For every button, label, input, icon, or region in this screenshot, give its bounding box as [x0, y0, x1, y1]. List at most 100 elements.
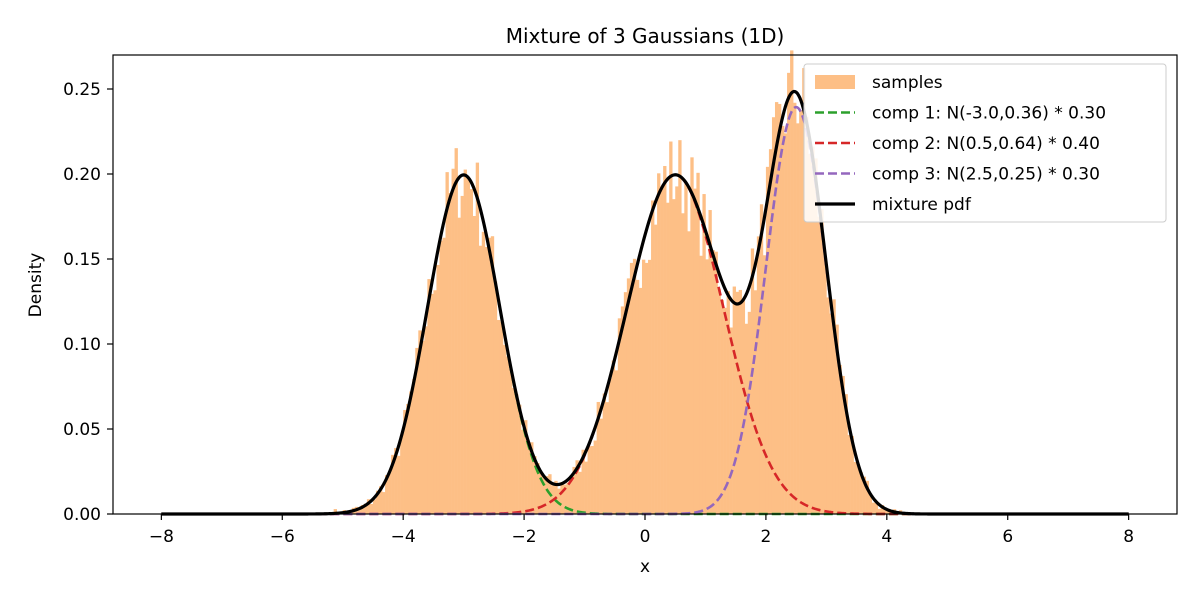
histogram-bar [436, 264, 440, 514]
y-tick-label: 0.10 [63, 335, 101, 355]
histogram-bar [493, 281, 498, 514]
histogram-bar [787, 72, 791, 514]
histogram-bar [856, 464, 860, 514]
histogram-bar [868, 493, 873, 514]
histogram-bar [635, 279, 640, 514]
histogram-bar [596, 401, 600, 514]
histogram-bar [400, 434, 404, 514]
histogram-bar [569, 478, 573, 514]
histogram-bar [781, 125, 785, 514]
histogram-bar [442, 237, 446, 514]
histogram-bar [566, 482, 570, 514]
histogram-bar [560, 482, 564, 514]
y-tick-label: 0.25 [63, 80, 101, 100]
histogram-bar [572, 466, 576, 514]
histogram-bar [357, 508, 362, 514]
histogram-bar [481, 231, 486, 515]
histogram-bar [796, 123, 800, 514]
histogram-bar [590, 446, 594, 514]
histogram-bar [563, 484, 567, 514]
histogram-bar [587, 446, 591, 514]
histogram-bar [539, 471, 543, 514]
y-tick-label: 0.00 [63, 505, 101, 525]
histogram-bar [651, 200, 655, 514]
histogram-bar [648, 259, 652, 514]
histogram-bar [602, 393, 607, 514]
histogram-bar [799, 110, 803, 514]
histogram-bar [421, 340, 425, 514]
histogram-bar [669, 141, 673, 514]
histogram-bar [530, 442, 534, 514]
histogram-bar [496, 320, 501, 514]
histogram-bar [363, 503, 368, 514]
histogram-bar [756, 236, 761, 514]
histogram-bar [599, 418, 603, 514]
histogram-bar [632, 258, 637, 514]
histogram-bar [702, 194, 706, 514]
histogram-bar [406, 404, 410, 514]
x-axis-label: x [640, 557, 650, 577]
x-tick-label: 0 [640, 527, 651, 547]
histogram-bar [521, 429, 525, 514]
legend-swatch-samples [815, 75, 855, 89]
histogram-bar [829, 313, 833, 514]
legend: samples comp 1: N(-3.0,0.36) * 0.30 comp 2… [803, 63, 1167, 223]
histogram-bar [397, 455, 401, 514]
histogram-bar [557, 488, 561, 514]
histogram-bar [711, 250, 715, 514]
x-tick-label: −4 [391, 527, 416, 547]
histogram-bar [611, 360, 616, 514]
chart-title: Mixture of 3 Gaussians (1D) [506, 24, 785, 48]
histogram-bar [366, 499, 371, 514]
histogram-bar [505, 356, 510, 514]
histogram-bar [617, 318, 622, 514]
x-tick-label: 6 [1002, 527, 1013, 547]
histogram-bars [333, 50, 903, 515]
histogram-bar [826, 297, 830, 514]
histogram-bar [527, 443, 531, 514]
histogram-bar [545, 476, 549, 514]
legend-label: samples [872, 73, 943, 93]
histogram-bar [877, 508, 882, 514]
histogram-bar [862, 476, 866, 514]
histogram-bar [808, 154, 812, 515]
histogram-bar [475, 162, 480, 515]
histogram-bar [820, 209, 824, 514]
histogram-bar [575, 460, 579, 514]
histogram-bar [666, 202, 670, 515]
x-tick-label: −2 [512, 527, 537, 547]
histogram-bar [385, 475, 389, 514]
x-tick-label: −8 [149, 527, 174, 547]
histogram-bar [403, 409, 407, 514]
y-tick-label: 0.20 [63, 165, 101, 185]
histogram-bar [448, 193, 452, 515]
x-axis-ticks: −8 −6 −4 −2 0 2 4 6 8 [149, 514, 1134, 547]
histogram-bar [515, 394, 519, 514]
histogram-bar [415, 347, 419, 514]
histogram-bar [744, 323, 749, 514]
histogram-bar [735, 291, 740, 514]
histogram-bar [466, 176, 470, 514]
histogram-bar [394, 448, 398, 514]
histogram-bar [518, 404, 522, 514]
histogram-bar [753, 290, 758, 514]
histogram-bar [714, 251, 718, 514]
histogram-bar [784, 133, 788, 514]
histogram-bar [375, 490, 380, 514]
histogram-bar [508, 369, 513, 514]
histogram-bar [578, 471, 582, 514]
histogram-bar [768, 149, 773, 514]
histogram-bar [729, 327, 733, 514]
histogram-bar [487, 237, 492, 514]
histogram-bar [732, 286, 736, 514]
histogram-bar [430, 293, 434, 514]
histogram-bar [726, 291, 730, 514]
histogram-bar [445, 172, 449, 514]
histogram-bar [536, 463, 540, 514]
histogram-bar [360, 504, 365, 514]
histogram-bar [641, 259, 646, 514]
histogram-bar [605, 402, 610, 514]
histogram-bar [738, 289, 743, 514]
histogram-bar [672, 199, 676, 514]
